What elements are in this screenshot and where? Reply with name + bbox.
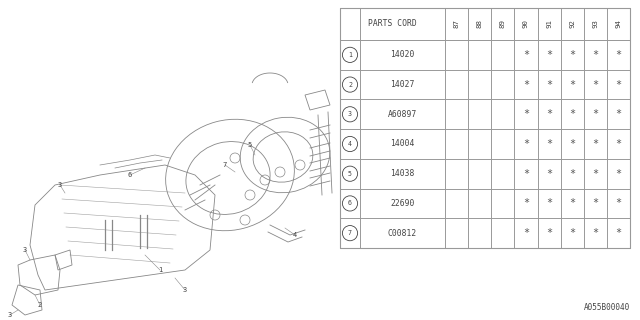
- Text: *: *: [569, 198, 575, 208]
- Text: 7: 7: [223, 162, 227, 168]
- Text: 14020: 14020: [390, 50, 415, 59]
- Text: 7: 7: [348, 230, 352, 236]
- Text: 3: 3: [348, 111, 352, 117]
- Text: 4: 4: [348, 141, 352, 147]
- Text: *: *: [546, 80, 552, 90]
- Text: *: *: [616, 198, 621, 208]
- Text: 14004: 14004: [390, 140, 415, 148]
- Text: *: *: [523, 109, 529, 119]
- Text: A60897: A60897: [388, 110, 417, 119]
- Text: *: *: [616, 169, 621, 179]
- Text: *: *: [546, 109, 552, 119]
- Text: *: *: [569, 50, 575, 60]
- Text: 91: 91: [546, 20, 552, 28]
- Text: 2: 2: [38, 302, 42, 308]
- Text: *: *: [523, 228, 529, 238]
- Text: *: *: [523, 198, 529, 208]
- Text: 89: 89: [500, 20, 506, 28]
- Text: *: *: [592, 198, 598, 208]
- Text: 5: 5: [348, 171, 352, 177]
- Text: *: *: [523, 80, 529, 90]
- Text: *: *: [546, 139, 552, 149]
- Text: *: *: [616, 50, 621, 60]
- Text: 4: 4: [293, 232, 297, 238]
- Text: *: *: [592, 169, 598, 179]
- Text: *: *: [569, 228, 575, 238]
- Text: C00812: C00812: [388, 229, 417, 238]
- Text: 3: 3: [23, 247, 27, 253]
- Text: *: *: [616, 109, 621, 119]
- Text: *: *: [569, 109, 575, 119]
- Text: *: *: [616, 139, 621, 149]
- Text: *: *: [546, 50, 552, 60]
- Text: 3: 3: [183, 287, 187, 293]
- Text: *: *: [592, 228, 598, 238]
- Text: 94: 94: [616, 20, 621, 28]
- Text: 5: 5: [248, 142, 252, 148]
- Text: A055B00040: A055B00040: [584, 303, 630, 312]
- Text: 90: 90: [523, 20, 529, 28]
- Text: 6: 6: [348, 200, 352, 206]
- Text: 87: 87: [454, 20, 460, 28]
- Text: *: *: [592, 50, 598, 60]
- Text: PARTS CORD: PARTS CORD: [368, 20, 417, 28]
- Text: *: *: [523, 169, 529, 179]
- Text: *: *: [546, 169, 552, 179]
- Text: *: *: [569, 169, 575, 179]
- Polygon shape: [340, 8, 630, 248]
- Text: 93: 93: [592, 20, 598, 28]
- Text: *: *: [592, 80, 598, 90]
- Text: 6: 6: [128, 172, 132, 178]
- Text: *: *: [569, 139, 575, 149]
- Text: 14038: 14038: [390, 169, 415, 178]
- Text: 22690: 22690: [390, 199, 415, 208]
- Text: 92: 92: [569, 20, 575, 28]
- Text: *: *: [592, 139, 598, 149]
- Text: *: *: [592, 109, 598, 119]
- Text: 1: 1: [348, 52, 352, 58]
- Text: 88: 88: [477, 20, 483, 28]
- Text: 2: 2: [348, 82, 352, 88]
- Text: 14027: 14027: [390, 80, 415, 89]
- Text: *: *: [616, 80, 621, 90]
- Text: *: *: [523, 50, 529, 60]
- Text: *: *: [523, 139, 529, 149]
- Text: *: *: [616, 228, 621, 238]
- Text: 1: 1: [158, 267, 162, 273]
- Text: *: *: [546, 198, 552, 208]
- Text: *: *: [569, 80, 575, 90]
- Text: 3: 3: [8, 312, 12, 318]
- Text: *: *: [546, 228, 552, 238]
- Text: 3: 3: [58, 182, 62, 188]
